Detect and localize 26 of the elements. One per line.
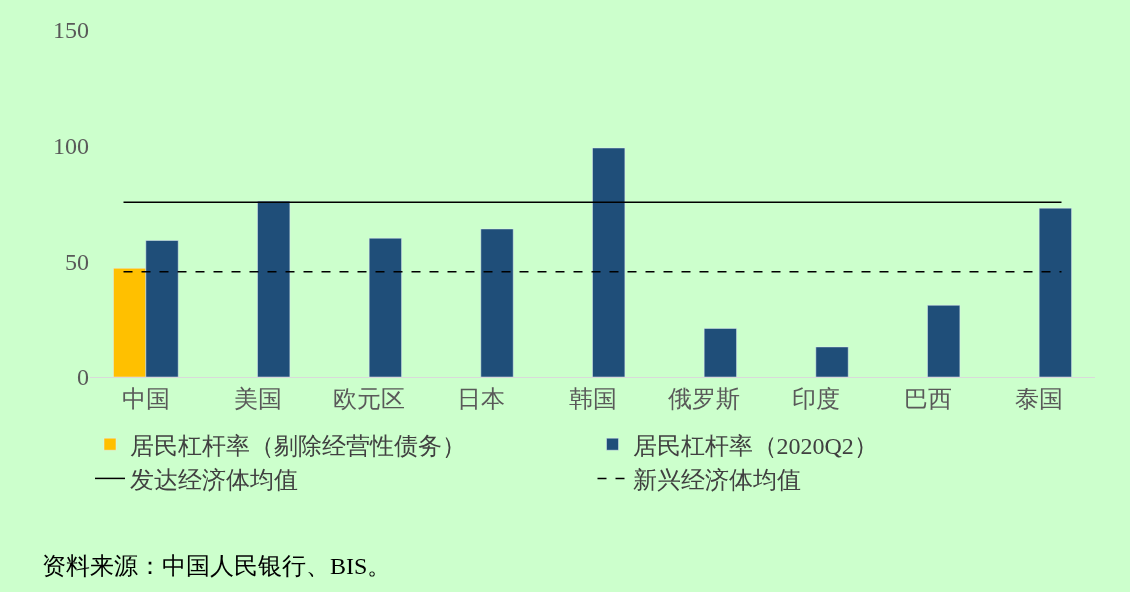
- bar: [480, 228, 514, 377]
- legend-label: 发达经济体均值: [130, 466, 298, 493]
- x-tick-label: 巴西: [903, 385, 952, 412]
- bar: [592, 147, 626, 377]
- y-tick-label: 150: [53, 17, 89, 44]
- x-tick-label: 俄罗斯: [668, 385, 741, 412]
- legend-label: 居民杠杆率（2020Q2）: [632, 432, 878, 459]
- y-tick-label: 50: [65, 248, 89, 275]
- x-tick-label: 中国: [121, 385, 170, 412]
- bar: [368, 237, 402, 377]
- legend-label: 居民杠杆率（剔除经营性债务）: [130, 432, 466, 459]
- bar: [1038, 207, 1072, 377]
- legend-label: 新兴经济体均值: [632, 466, 801, 493]
- text: 资料来源：中国人民银行、BIS。: [42, 553, 392, 579]
- x-tick-label: 泰国: [1015, 385, 1064, 412]
- bar: [815, 346, 849, 377]
- x-tick-label: 美国: [233, 385, 282, 412]
- x-tick-label: 日本: [456, 385, 505, 412]
- x-tick-label: 印度: [791, 385, 840, 412]
- y-tick-label: 0: [77, 364, 89, 391]
- bar: [257, 200, 291, 377]
- bar: [703, 328, 737, 377]
- y-tick-label: 100: [53, 133, 89, 160]
- x-tick-label: 韩国: [568, 385, 617, 412]
- x-tick-label: 欧元区: [333, 385, 406, 412]
- bar: [927, 305, 961, 377]
